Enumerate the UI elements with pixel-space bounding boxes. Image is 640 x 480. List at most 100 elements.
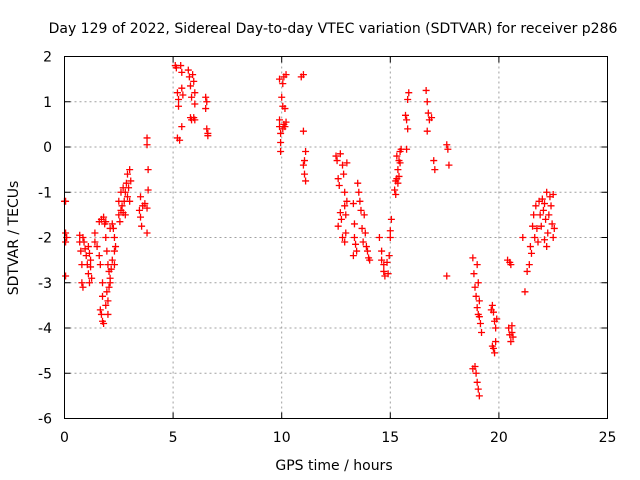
data-point <box>282 118 290 126</box>
data-point <box>492 338 500 346</box>
data-point <box>349 252 357 260</box>
data-point <box>542 215 550 223</box>
data-point <box>143 134 151 142</box>
data-point <box>469 254 477 262</box>
data-point <box>203 125 211 133</box>
data-point <box>282 71 290 79</box>
data-point <box>393 152 401 160</box>
data-point <box>361 229 369 237</box>
data-point <box>99 279 107 287</box>
data-point <box>203 98 211 106</box>
data-point <box>333 157 341 165</box>
data-point <box>279 125 287 133</box>
data-point <box>488 342 496 350</box>
data-point <box>191 100 199 108</box>
data-point <box>386 227 394 235</box>
data-point <box>91 229 99 237</box>
data-point <box>122 179 130 187</box>
data-point <box>84 270 92 278</box>
y-axis-label: SDTVAR / TECUs <box>6 181 22 296</box>
data-point <box>104 261 112 269</box>
data-point <box>339 161 347 169</box>
data-point <box>531 234 539 241</box>
data-point <box>404 95 412 103</box>
data-point <box>278 93 286 101</box>
data-point <box>422 86 430 94</box>
data-point <box>62 197 70 205</box>
data-point <box>474 279 482 287</box>
data-point <box>96 261 104 269</box>
data-point <box>475 313 483 321</box>
data-point <box>178 68 186 76</box>
data-point <box>175 95 183 103</box>
data-point <box>549 234 557 241</box>
x-tick-label: 0 <box>60 430 69 446</box>
data-point <box>138 222 146 230</box>
data-point <box>276 116 284 124</box>
data-point <box>127 177 135 185</box>
data-point <box>475 297 483 305</box>
data-point <box>403 116 411 124</box>
data-point <box>189 71 197 79</box>
data-point <box>105 283 113 291</box>
grid-lines <box>64 56 608 419</box>
data-point <box>277 148 285 156</box>
data-point <box>301 157 309 165</box>
data-point <box>299 127 307 135</box>
data-point <box>395 172 403 180</box>
data-point <box>173 89 181 97</box>
data-point <box>471 283 479 291</box>
data-point <box>281 105 289 113</box>
data-point <box>115 211 123 219</box>
data-point <box>424 109 432 117</box>
data-point <box>340 170 348 178</box>
data-point <box>85 249 93 257</box>
data-point <box>107 265 115 273</box>
y-tick-label: 1 <box>43 95 52 111</box>
data-point <box>521 288 529 296</box>
data-point <box>172 64 180 72</box>
axis-ticks: 0 5 10 15 20 25 -6 -5 -4 -3 -2 -1 0 1 2 <box>38 50 616 447</box>
data-point <box>532 202 540 210</box>
data-point <box>87 256 95 264</box>
data-point <box>428 114 436 122</box>
data-point <box>431 166 439 174</box>
data-point <box>335 181 343 189</box>
data-point <box>473 304 481 312</box>
data-point <box>100 319 108 327</box>
data-point <box>386 234 394 241</box>
data-point <box>110 261 118 269</box>
data-point <box>126 166 134 174</box>
data-point <box>444 145 452 153</box>
data-point <box>472 292 480 300</box>
data-point <box>176 136 184 144</box>
data-point <box>84 243 92 251</box>
data-point <box>93 243 101 251</box>
x-tick-label: 10 <box>273 430 291 446</box>
data-point <box>334 175 342 183</box>
data-point <box>96 306 104 314</box>
data-point <box>353 247 361 255</box>
data-point <box>125 184 133 192</box>
data-point <box>144 166 152 174</box>
data-point <box>550 224 558 232</box>
y-tick-label: -3 <box>38 276 52 292</box>
data-point <box>476 319 484 327</box>
data-point <box>356 197 364 205</box>
data-point <box>106 274 114 282</box>
data-point <box>541 200 549 208</box>
data-point <box>77 247 85 255</box>
data-point <box>394 166 402 174</box>
data-point <box>186 82 194 90</box>
data-point <box>509 333 517 341</box>
data-point <box>392 177 400 185</box>
data-point <box>519 234 527 241</box>
data-point <box>342 229 350 237</box>
data-point <box>488 301 496 309</box>
data-point <box>543 188 551 196</box>
y-tick-label: -6 <box>38 412 52 428</box>
data-point <box>62 272 70 280</box>
data-point <box>332 152 340 160</box>
data-point <box>110 247 118 255</box>
